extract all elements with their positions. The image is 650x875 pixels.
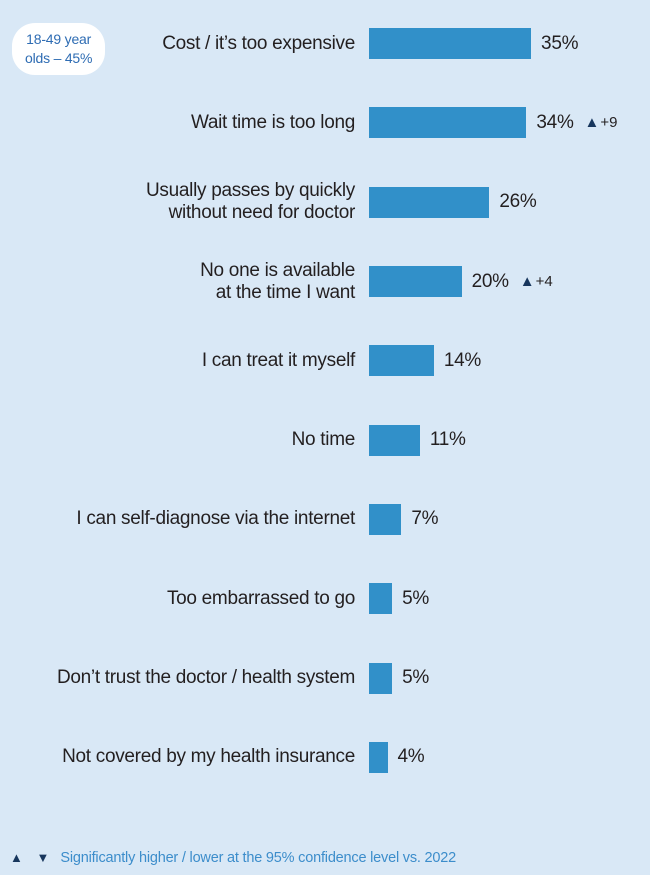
value-label: 5% (402, 587, 430, 609)
chart-row: Usually passes by quickly without need f… (0, 163, 650, 242)
bar (369, 266, 462, 298)
chart-row: Don’t trust the doctor / health system 5… (0, 638, 650, 717)
footnote-text: Significantly higher / lower at the 95% … (60, 850, 457, 866)
category-label: Cost / it’s too expensive (162, 32, 355, 54)
category-label: No time (291, 429, 356, 451)
bar (369, 741, 388, 773)
bar (369, 186, 490, 218)
bar (369, 424, 420, 456)
change-label: +9 (600, 114, 618, 132)
value-label: 35% (541, 32, 579, 54)
significance-up-triangle-icon: ▲ (519, 273, 535, 291)
value-label: 26% (499, 191, 537, 213)
value-label: 34% (536, 111, 574, 133)
age-group-callout: 18-49 year olds – 45% (12, 23, 106, 75)
category-label: Don’t trust the doctor / health system (56, 667, 355, 688)
chart-rows: Cost / it’s too expensive 35% Wait time … (0, 4, 650, 797)
significance-footnote: ▲ ▼ Significantly higher / lower at the … (10, 850, 456, 866)
change-label: +4 (535, 273, 553, 291)
category-label: I can treat it myself (201, 349, 355, 371)
value-label: 5% (402, 667, 430, 689)
bar (369, 28, 532, 60)
bar (369, 662, 393, 694)
up-down-triangles-icon: ▲ ▼ (10, 850, 55, 865)
chart-row: No time 11% (0, 400, 650, 479)
chart-row: Cost / it’s too expensive 35% (0, 4, 650, 83)
value-label: 4% (397, 746, 425, 768)
bar (369, 503, 402, 535)
category-label: I can self-diagnose via the internet (76, 508, 355, 530)
category-label: Usually passes by quickly without need f… (146, 180, 355, 224)
value-label: 11% (429, 429, 466, 451)
category-label: Wait time is too long (190, 111, 355, 133)
category-label: Too embarrassed to go (166, 587, 355, 609)
category-label: No one is available at the time I want (200, 259, 355, 303)
chart-row: Not covered by my health insurance 4% (0, 718, 650, 797)
value-label: 20% (471, 270, 509, 292)
bar (369, 345, 434, 377)
chart-row: Wait time is too long 34% ▲ +9 (0, 83, 650, 162)
significance-up-triangle-icon: ▲ (584, 114, 600, 132)
value-label: 7% (411, 508, 439, 530)
chart-row: I can treat it myself 14% (0, 321, 650, 400)
category-label: Not covered by my health insurance (62, 746, 355, 768)
bar (369, 583, 393, 615)
chart-row: Too embarrassed to go 5% (0, 559, 650, 638)
bar (369, 107, 527, 139)
value-label: 14% (443, 349, 481, 371)
chart-row: No one is available at the time I want 2… (0, 242, 650, 321)
chart-row: I can self-diagnose via the internet 7% (0, 480, 650, 559)
